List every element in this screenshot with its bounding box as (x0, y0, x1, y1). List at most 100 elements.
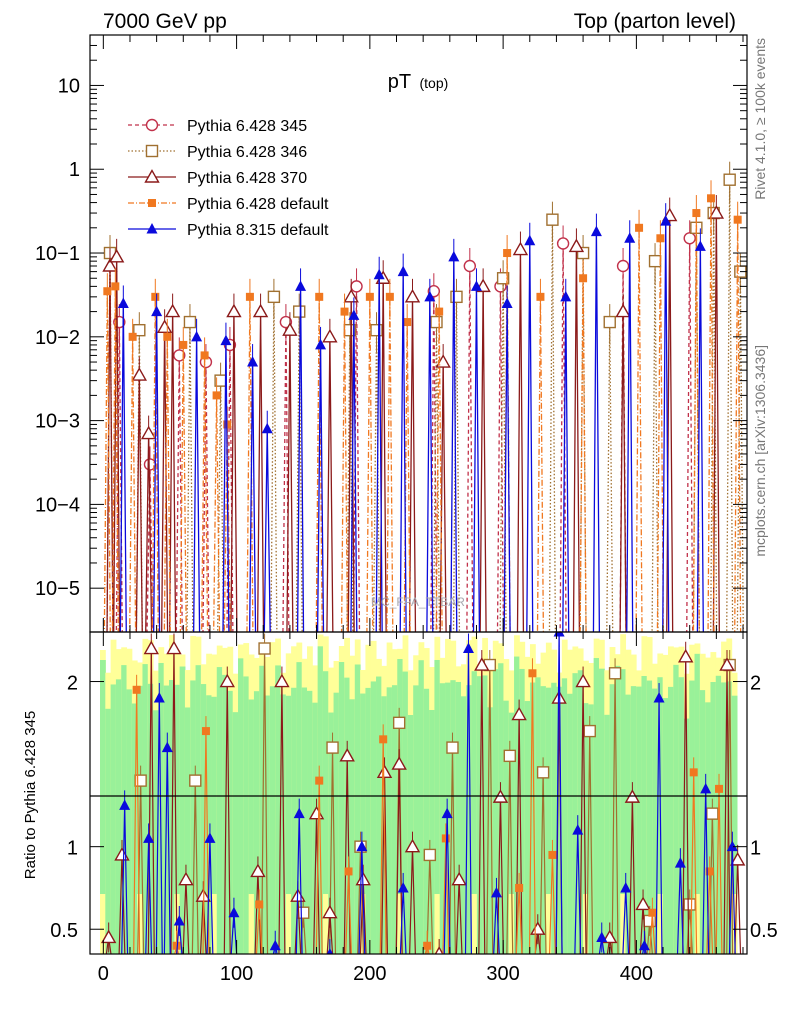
ratio-band-green (285, 695, 292, 894)
ratio-band-green (200, 684, 207, 954)
mcplots-reference-label: mcplots.cern.ch [arXiv:1306.3436] (752, 345, 768, 557)
data-point (322, 328, 338, 343)
ratio-data-point (441, 834, 450, 843)
ratio-band-green (269, 686, 276, 954)
ratio-data-point (326, 741, 339, 754)
legend-marker (145, 144, 159, 158)
legend-label: Pythia 6.428 default (187, 196, 329, 213)
ratio-band-green (514, 656, 520, 954)
ratio-data-point (258, 642, 271, 655)
data-point (503, 249, 512, 258)
legend-entry: Pythia 6.428 345 (128, 118, 307, 135)
legend-entry: Pythia 8.315 default (128, 222, 329, 239)
legend-label: Pythia 6.428 370 (187, 170, 307, 187)
data-point (692, 209, 701, 218)
series-line (115, 238, 694, 632)
legend: Pythia 6.428 345 Pythia 6.428 346 Pythia 6… (128, 118, 329, 239)
ratio-data-point (344, 867, 353, 876)
ratio-data-point (705, 867, 714, 876)
ratio-data-point (653, 692, 665, 703)
data-point (576, 246, 590, 260)
ratio-band-green (551, 682, 558, 954)
data-point (733, 215, 742, 224)
ratio-band-green (593, 658, 600, 954)
ratio-data-point (608, 667, 622, 680)
ratio-band-green (545, 687, 552, 894)
ratio-band-green (721, 682, 727, 954)
legend-entry: Pythia 6.428 370 (128, 169, 307, 187)
ratio-series-pythia-8-315-default (119, 632, 738, 954)
ratio-band-green (524, 701, 531, 954)
ratio-data-point (648, 908, 657, 917)
main-panel-axes: 10 1 10−1 10−2 10−3 10−4 10−5 (35, 35, 747, 632)
ratio-data-point (189, 774, 202, 787)
ratio-band-green (567, 693, 573, 954)
legend-marker (146, 223, 158, 234)
ratio-band-green (614, 665, 621, 954)
data-point (156, 319, 173, 333)
ratio-band-green (190, 680, 197, 954)
ratio-band-green (413, 685, 419, 954)
ratio-data-point (706, 807, 719, 820)
data-point (340, 307, 349, 316)
ratio-data-point (451, 871, 467, 886)
data-point (103, 287, 112, 296)
ratio-data-point (269, 939, 281, 951)
data-point (128, 332, 137, 341)
ratio-data-point (575, 673, 591, 688)
data-point (448, 250, 460, 262)
ratio-data-point (392, 716, 406, 730)
ratio-y-tick-label-left: 0.5 (50, 920, 78, 942)
data-point (365, 292, 374, 301)
series-pythia-8-315-default (117, 203, 706, 632)
ratio-axis-label: Ratio to Pythia 6.428 345 (22, 711, 39, 879)
main-panel-series (102, 161, 747, 632)
ratio-band-green (418, 660, 425, 954)
ratio-band-green (577, 670, 584, 954)
ratio-band-green (609, 684, 616, 954)
ratio-band-green (142, 664, 149, 954)
y-tick-label: 1 (69, 159, 80, 181)
data-point (385, 292, 394, 301)
ratio-panel-axes: 2 2 1 1 0.5 0.5 0 100 200 300 400 (50, 632, 778, 985)
ratio-band-green (259, 665, 266, 954)
data-point (245, 292, 254, 301)
ratio-band-green (620, 669, 627, 894)
data-point (183, 315, 197, 329)
ratio-data-point (528, 669, 537, 678)
ratio-data-point (326, 948, 334, 954)
ratio-y-tick-label-right: 1 (750, 838, 761, 860)
ratio-band-green (556, 686, 563, 954)
ratio-band-green (667, 686, 674, 954)
data-point (694, 240, 706, 251)
ratio-data-point (255, 900, 264, 909)
data-point (603, 315, 616, 329)
data-point (295, 280, 307, 291)
ratio-band-green (253, 691, 260, 954)
ratio-data-point (689, 768, 698, 777)
ratio-data-point (511, 706, 527, 721)
ratio-band-green (434, 659, 441, 894)
ratio-band-green (370, 681, 377, 954)
data-point (683, 232, 696, 245)
ratio-panel-series (100, 632, 746, 954)
data-point (315, 292, 324, 301)
x-tick-label: 200 (353, 963, 386, 985)
data-point (435, 307, 444, 316)
ratio-band-green (423, 688, 430, 954)
data-point (173, 349, 186, 362)
ratio-data-point (219, 673, 235, 688)
ratio-data-point (391, 756, 407, 770)
ratio-y-tick-label-right: 2 (750, 673, 761, 695)
data-point (111, 282, 120, 291)
ratio-data-point (474, 657, 490, 671)
ratio-data-point (423, 941, 432, 950)
data-point (350, 280, 363, 293)
legend-marker (144, 169, 160, 183)
data-point (191, 330, 203, 342)
ratio-band-green (561, 678, 568, 954)
ratio-band-green (630, 686, 637, 954)
ratio-band-green (174, 684, 181, 894)
data-point (648, 254, 662, 268)
ratio-data-point (462, 642, 474, 654)
